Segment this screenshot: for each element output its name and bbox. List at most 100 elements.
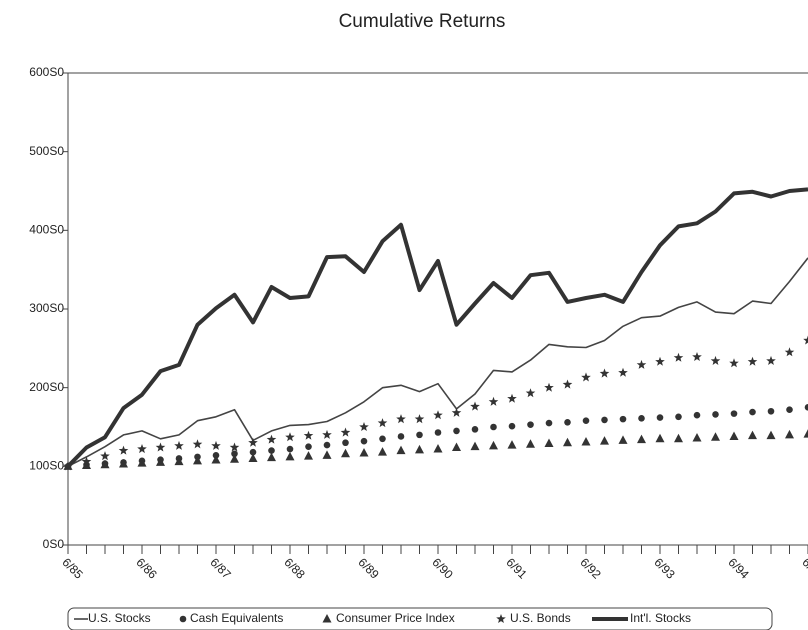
y-tick-label: 100S0 [29, 459, 64, 473]
cash-marker [749, 408, 756, 416]
bond-marker [655, 356, 665, 366]
cpi-marker [748, 430, 757, 440]
cpi-marker [581, 436, 591, 446]
cash-marker [453, 427, 460, 435]
bond-marker [710, 355, 721, 365]
cash-marker [490, 423, 497, 431]
y-tick-label: 300S0 [29, 301, 64, 315]
cpi-marker [82, 460, 91, 470]
cash-marker [619, 415, 627, 423]
cpi-marker [766, 430, 776, 440]
legend-swatch [322, 614, 332, 623]
cash-marker [379, 435, 386, 443]
cash-marker [360, 437, 368, 445]
cpi-marker [433, 444, 443, 453]
cash-marker [231, 450, 238, 458]
bond-marker [692, 352, 702, 361]
cpi-marker [341, 448, 350, 458]
x-tick-label: 6/94 [725, 555, 752, 582]
cpi-marker [415, 444, 424, 454]
x-tick-label: 6/91 [503, 555, 530, 582]
cpi-marker [248, 453, 258, 462]
cash-marker [268, 447, 275, 454]
x-tick-label: 6/88 [281, 555, 308, 582]
legend-label: Consumer Price Index [336, 611, 455, 625]
cpi-marker [230, 454, 239, 463]
cash-marker [730, 410, 738, 417]
bond-marker [470, 401, 480, 411]
bond-marker [303, 430, 314, 440]
cash-marker [693, 411, 701, 419]
bond-marker [507, 393, 517, 403]
bond-marker [636, 359, 647, 369]
y-tick-label: 0S0 [43, 537, 65, 551]
bond-marker [673, 352, 684, 362]
cash-marker [416, 431, 423, 439]
cpi-marker [156, 457, 165, 466]
cpi-marker [359, 447, 369, 457]
cpi-marker [803, 429, 808, 438]
cpi-marker [674, 433, 683, 443]
y-tick-label: 200S0 [29, 380, 64, 394]
cpi-marker [618, 435, 628, 444]
cash-marker [656, 414, 664, 421]
cpi-marker [637, 434, 646, 444]
y-tick-label: 500S0 [29, 144, 64, 158]
cash-marker [675, 413, 682, 421]
cash-marker [638, 415, 645, 422]
y-tick-label: 600S0 [29, 65, 64, 79]
x-tick-label: 6/86 [133, 555, 160, 582]
bond-marker [581, 372, 591, 382]
bond-marker [359, 422, 369, 431]
bond-marker [137, 444, 147, 454]
x-tick-label: 6/85 [59, 555, 86, 582]
cpi-marker [692, 433, 702, 442]
cpi-marker [119, 458, 128, 468]
cash-marker [342, 439, 349, 447]
cpi-marker [193, 455, 202, 465]
bond-marker [525, 388, 536, 398]
cash-marker [249, 448, 257, 456]
bond-marker [266, 434, 277, 444]
cash-marker [323, 441, 331, 449]
chart-title: Cumulative Returns [339, 11, 506, 32]
x-tick-label: 6/89 [355, 555, 382, 582]
bond-marker [100, 451, 110, 461]
bond-marker [803, 335, 808, 345]
bond-marker [766, 355, 776, 365]
x-tick-label: 6/90 [429, 555, 456, 582]
bond-marker [155, 442, 166, 452]
bond-marker [618, 367, 628, 377]
cpi-marker [489, 440, 498, 450]
bond-marker [322, 429, 332, 439]
x-tick-label: 6/87 [207, 555, 234, 582]
cash-marker [527, 421, 534, 428]
cash-marker [471, 426, 479, 433]
cash-marker [601, 416, 608, 424]
bond-marker [729, 358, 739, 368]
cpi-marker [785, 429, 794, 439]
bond-marker [433, 410, 443, 420]
cpi-marker [304, 451, 313, 460]
bond-marker [747, 356, 758, 366]
bond-marker [248, 437, 258, 447]
cpi-marker [600, 436, 609, 445]
bond-marker [784, 347, 795, 357]
cash-marker [767, 407, 775, 415]
cpi-marker [526, 439, 535, 448]
cash-marker [582, 417, 590, 425]
cpi-marker [100, 459, 110, 469]
bond-marker [229, 442, 240, 452]
cash-marker [564, 418, 571, 426]
bond-marker [396, 414, 406, 424]
legend-swatch [496, 614, 506, 623]
x-tick-label: 6/93 [651, 555, 678, 582]
cpi-marker [211, 455, 221, 464]
x-tick-label: 6/95 [799, 555, 808, 582]
cpi-marker [137, 458, 147, 467]
cash-marker [508, 422, 516, 430]
bond-marker [174, 440, 184, 450]
bond-marker [340, 427, 351, 437]
y-tick-label: 400S0 [29, 223, 64, 237]
